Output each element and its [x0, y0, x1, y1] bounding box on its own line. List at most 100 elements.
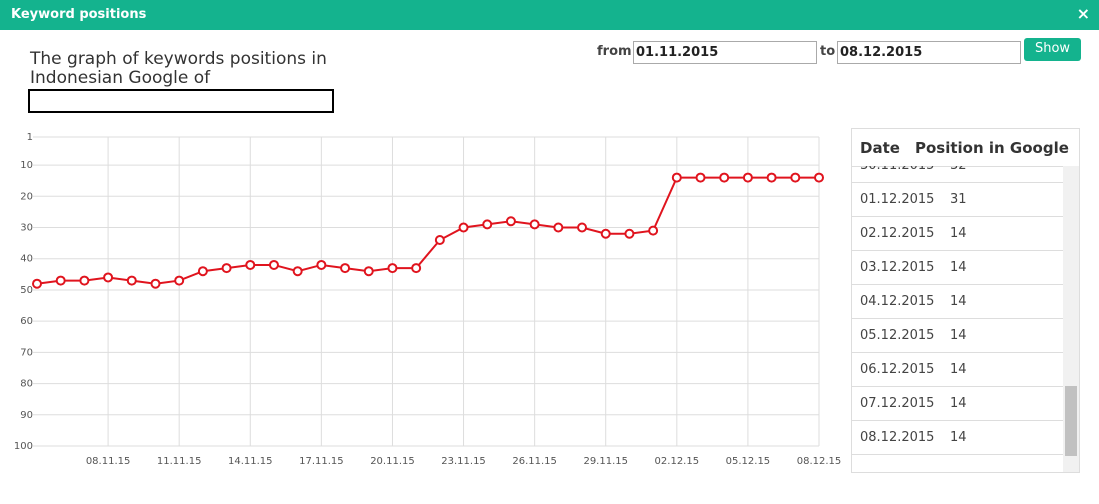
table-cell: 08.12.2015 [860, 430, 935, 445]
table-row: 01.12.2015 31 [852, 183, 1064, 217]
y-tick-label: 100 [14, 441, 33, 452]
point [648, 225, 659, 236]
y-tick-label: 50 [20, 285, 33, 296]
y-tick-label: 70 [20, 347, 33, 358]
y-tick-label: 40 [20, 254, 33, 265]
point [553, 222, 564, 233]
x-tick-label: 23.11.15 [441, 456, 486, 467]
to-label: to [820, 44, 836, 59]
table-row: 06.12.2015 14 [852, 353, 1064, 387]
point [316, 259, 327, 270]
point [577, 222, 588, 233]
from-label: from [597, 44, 632, 59]
point [411, 263, 422, 274]
y-tick-label: 60 [20, 316, 33, 327]
point [719, 172, 730, 183]
point [174, 275, 185, 286]
point [600, 228, 611, 239]
point [126, 275, 137, 286]
point [766, 172, 777, 183]
point [363, 266, 374, 277]
x-tick-label: 14.11.15 [228, 456, 273, 467]
x-tick-label: 08.11.15 [86, 456, 131, 467]
close-button[interactable]: × [1076, 4, 1090, 23]
point [434, 235, 445, 245]
table-cell: 14 [950, 226, 967, 241]
point [742, 172, 753, 183]
table-cell: 14 [950, 294, 967, 309]
table-header: Date Position in Google [852, 129, 1079, 167]
heading: The graph of keywords positions in Indon… [30, 49, 327, 88]
y-tick-label: 10 [20, 160, 33, 171]
dialog-header: Keyword positions × [0, 0, 1099, 30]
x-tick-label: 11.11.15 [157, 456, 202, 467]
point [32, 278, 42, 289]
chart: 1 10 20 30 40 50 60 70 80 90 100 08.11.15 11.11.15 14… [14, 132, 842, 467]
point [79, 275, 90, 286]
table-cell: 14 [950, 430, 967, 445]
point [197, 266, 208, 277]
point [268, 259, 279, 270]
line [36, 176, 819, 285]
point [624, 228, 635, 239]
table-cell: 03.12.2015 [860, 260, 935, 275]
point [505, 216, 516, 227]
point [387, 263, 398, 274]
point [529, 219, 540, 230]
dialog-title: Keyword positions [11, 7, 147, 22]
x-tick-label: 29.11.15 [583, 456, 628, 467]
scroll-thumb[interactable] [1065, 386, 1077, 456]
y-tick-label: 30 [20, 223, 33, 234]
table-row: 07.12.2015 14 [852, 387, 1064, 421]
point [55, 275, 66, 286]
scrollbar[interactable] [1063, 166, 1079, 472]
table-cell: 30.11.2015 [860, 166, 934, 173]
table-row: 30.11.2015 32 [852, 166, 1064, 183]
x-tick-label: 02.12.15 [655, 456, 700, 467]
y-tick-label: 90 [20, 410, 33, 421]
show-button[interactable]: Show [1024, 38, 1081, 61]
y-tick-label: 20 [20, 191, 33, 202]
point [221, 263, 232, 274]
point [790, 172, 801, 183]
x-tick-label: 05.12.15 [726, 456, 771, 467]
redacted-box [28, 89, 334, 113]
y-tick-label: 1 [27, 132, 33, 143]
table-row: 02.12.2015 14 [852, 217, 1064, 251]
point [150, 278, 161, 289]
table-row: 04.12.2015 14 [852, 285, 1064, 319]
y-tick-label: 80 [20, 379, 33, 390]
table-body[interactable]: 30.11.20153201.12.20153102.12.20151403.1… [852, 166, 1064, 472]
x-tick-label: 17.11.15 [299, 456, 344, 467]
table-cell: 31 [950, 192, 967, 207]
x-tick-label: 08.12.15 [797, 456, 842, 467]
table-row: 08.12.2015 14 [852, 421, 1064, 455]
to-input[interactable]: 08.12.2015 [837, 41, 1021, 64]
table-cell: 32 [950, 166, 967, 173]
header-cell: Date [860, 139, 900, 157]
point [482, 219, 493, 230]
point [340, 263, 351, 274]
from-input[interactable]: 01.11.2015 [633, 41, 817, 64]
table-cell: 05.12.2015 [860, 328, 935, 343]
point [103, 272, 114, 283]
positions-table: Date Position in Google 30.11.2015 32 01.1… [851, 128, 1080, 473]
table-cell: 14 [950, 362, 967, 377]
table-cell: 06.12.2015 [860, 362, 935, 377]
table-cell: 02.12.2015 [860, 226, 935, 241]
table-cell: 14 [950, 328, 967, 343]
x-tick-label: 26.11.15 [512, 456, 557, 467]
x-tick-label: 20.11.15 [370, 456, 415, 467]
point [814, 172, 824, 183]
table-cell: 01.12.2015 [860, 192, 935, 207]
table-cell: 04.12.2015 [860, 294, 935, 309]
point [458, 222, 469, 233]
point [292, 266, 303, 277]
table-cell: 14 [950, 396, 967, 411]
table-cell: 14 [950, 260, 967, 275]
point [245, 259, 256, 270]
table-row: 05.12.2015 14 [852, 319, 1064, 353]
table-row: 03.12.2015 14 [852, 251, 1064, 285]
header-cell: Position in Google [915, 139, 1069, 157]
